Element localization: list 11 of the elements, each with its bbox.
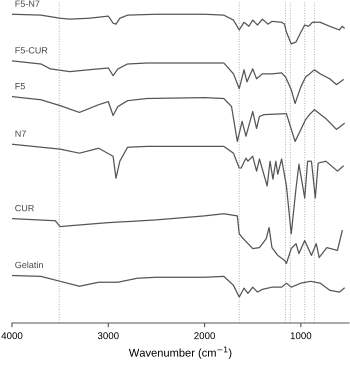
series-label: Gelatin bbox=[15, 261, 43, 268]
x-tick-label: 2000 bbox=[194, 332, 216, 340]
series-label: F5-N7 bbox=[16, 0, 40, 7]
x-tick-label: 4000 bbox=[1, 332, 22, 340]
x-tick-label: 1000 bbox=[290, 332, 312, 340]
x-tick-label: 3000 bbox=[98, 332, 119, 340]
series-label: F5 bbox=[16, 83, 25, 90]
x-axis-title: Wavenumber (cm$^{−1}$) bbox=[128, 346, 232, 359]
series-label: F5-CUR bbox=[16, 47, 48, 54]
series-label: CUR bbox=[15, 204, 34, 212]
series-label: N7 bbox=[16, 130, 26, 137]
